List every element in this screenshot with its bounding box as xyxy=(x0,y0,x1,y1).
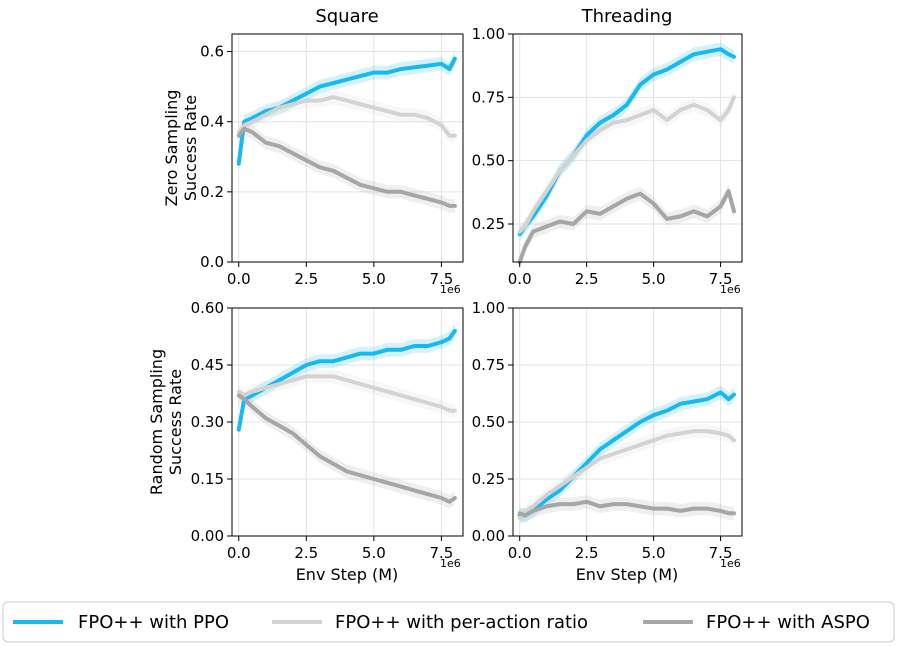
panel-random-threading: 0.00 0.25 0.50 0.75 1.00 0.0 2.5 5.0 7.5 Env Ste… xyxy=(472,299,743,584)
series-line-per-action xyxy=(517,429,736,520)
ytick-label: 0.00 xyxy=(472,527,505,545)
axes-frame xyxy=(231,33,464,263)
column-title-square: Square xyxy=(315,6,378,27)
ytick-label: 0.25 xyxy=(472,215,505,233)
ytick-label: 0.25 xyxy=(472,470,505,488)
ytick-label: 1.00 xyxy=(472,25,505,43)
xtick-label: 7.5 xyxy=(709,270,733,288)
series-line-per-action xyxy=(517,95,736,234)
band-aspo xyxy=(519,184,734,269)
ylabel-random-sampling-line2: Success Rate xyxy=(166,369,185,475)
series-line-ppo xyxy=(236,56,457,166)
panel-zero-threading: 0.25 0.50 0.75 1.00 0.0 2.5 5.0 7.5 Threading 1… xyxy=(472,6,743,296)
ytick-label: 0.2 xyxy=(200,183,224,201)
band-aspo xyxy=(519,494,734,523)
plot-area-zero-square xyxy=(231,33,464,263)
xtick-label: 2.5 xyxy=(575,544,599,562)
ytick-label: 0.0 xyxy=(200,253,224,271)
xlabel-random-square: Env Step (M) xyxy=(296,565,399,584)
panel-random-square: 0.00 0.15 0.30 0.45 0.60 0.0 2.5 5.0 7.5 Random … xyxy=(147,299,464,584)
series-line-aspo xyxy=(236,393,457,504)
xtick-label: 0.0 xyxy=(508,544,532,562)
series-line-ppo xyxy=(517,390,736,518)
ylabel-random-sampling-line1: Random Sampling xyxy=(147,349,166,495)
legend-label-per-action: FPO++ with per-action ratio xyxy=(335,612,588,633)
xtick-label: 5.0 xyxy=(642,270,666,288)
ytick-label: 0.50 xyxy=(472,413,505,431)
ytick-label: 0.4 xyxy=(200,113,224,131)
legend-label-ppo: FPO++ with PPO xyxy=(78,612,229,633)
x-offset-label: 1e6 xyxy=(440,557,461,570)
ytick-label: 0.45 xyxy=(191,356,224,374)
xtick-label: 5.0 xyxy=(642,544,666,562)
series-line-aspo xyxy=(236,126,457,208)
x-offset-label: 1e6 xyxy=(440,283,461,296)
xtick-label: 5.0 xyxy=(362,544,386,562)
band-ppo xyxy=(238,323,455,437)
axes-frame xyxy=(512,307,743,537)
ytick-label: 0.50 xyxy=(472,152,505,170)
ytick-label: 0.75 xyxy=(472,88,505,106)
ytick-label: 0.15 xyxy=(191,470,224,488)
band-per-action xyxy=(519,424,734,525)
axes-frame xyxy=(512,33,743,263)
ytick-label: 0.30 xyxy=(191,413,224,431)
series-line-per-action xyxy=(236,374,457,413)
xtick-label: 0.0 xyxy=(508,270,532,288)
series-line-aspo xyxy=(517,189,736,264)
legend-frame xyxy=(2,601,895,643)
ytick-label: 0.75 xyxy=(472,356,505,374)
series-line-aspo xyxy=(517,499,736,518)
ytick-label: 0.60 xyxy=(191,299,224,317)
series-line-per-action xyxy=(236,95,457,138)
legend-label-aspo: FPO++ with ASPO xyxy=(706,612,870,633)
xtick-label: 0.0 xyxy=(227,544,251,562)
ytick-label: 1.00 xyxy=(472,299,505,317)
xtick-label: 7.5 xyxy=(429,544,453,562)
xtick-label: 2.5 xyxy=(575,270,599,288)
axes-frame xyxy=(231,307,464,537)
x-offset-label: 1e6 xyxy=(720,557,741,570)
x-offset-label: 1e6 xyxy=(720,283,741,296)
column-title-threading: Threading xyxy=(581,6,673,27)
xlabel-random-threading: Env Step (M) xyxy=(576,565,679,584)
xtick-label: 5.0 xyxy=(362,270,386,288)
ytick-label: 0.00 xyxy=(191,527,224,545)
ylabel-zero-sampling-line2: Success Rate xyxy=(181,95,200,201)
legend: FPO++ with PPO FPO++ with per-action rat… xyxy=(2,601,895,643)
xtick-label: 2.5 xyxy=(294,544,318,562)
xtick-label: 7.5 xyxy=(709,544,733,562)
ylabel-zero-sampling-line1: Zero Sampling xyxy=(162,90,181,207)
panel-zero-square: 0.0 0.2 0.4 0.6 0.0 2.5 5.0 7.5 Square Zero Sam… xyxy=(162,6,464,296)
xtick-label: 7.5 xyxy=(429,270,453,288)
xtick-label: 2.5 xyxy=(294,270,318,288)
xtick-label: 0.0 xyxy=(227,270,251,288)
series-line-ppo xyxy=(517,47,736,237)
ytick-label: 0.6 xyxy=(200,43,224,61)
